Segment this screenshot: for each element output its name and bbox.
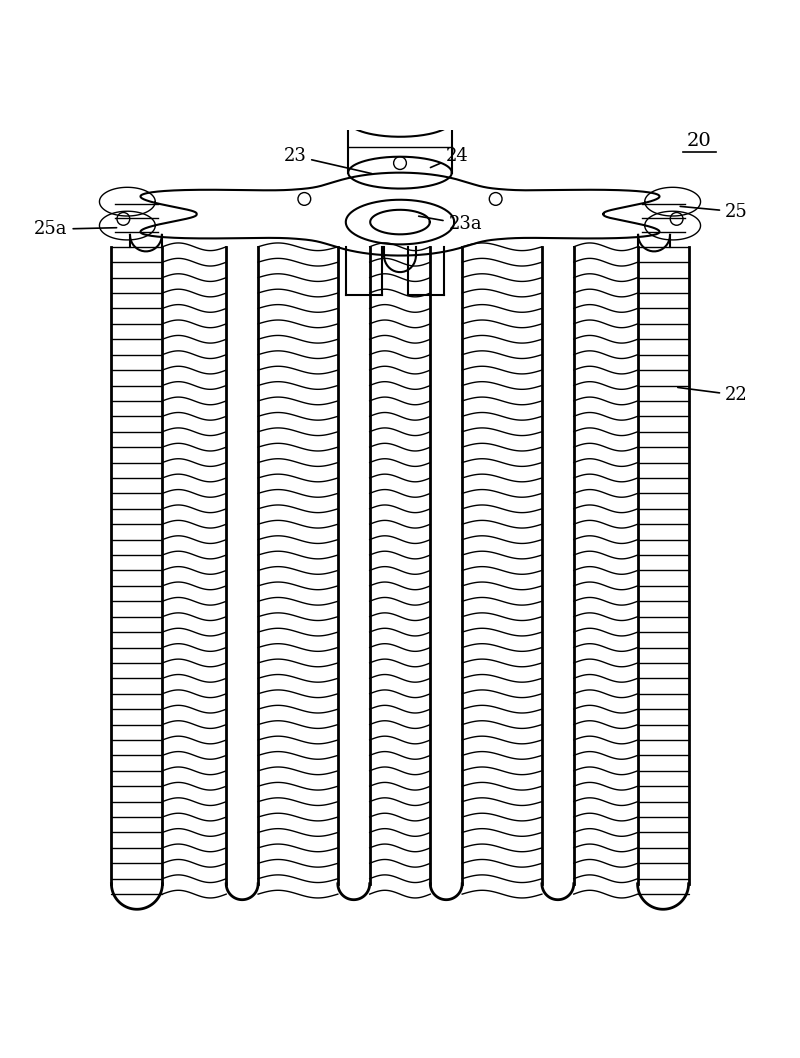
Text: 25a: 25a [34,220,117,238]
Text: 24: 24 [430,147,469,167]
Text: 25: 25 [680,203,748,221]
Text: 20: 20 [686,132,711,150]
Text: 23a: 23a [418,216,482,234]
Text: 22: 22 [678,386,748,404]
Text: 23: 23 [283,147,372,174]
